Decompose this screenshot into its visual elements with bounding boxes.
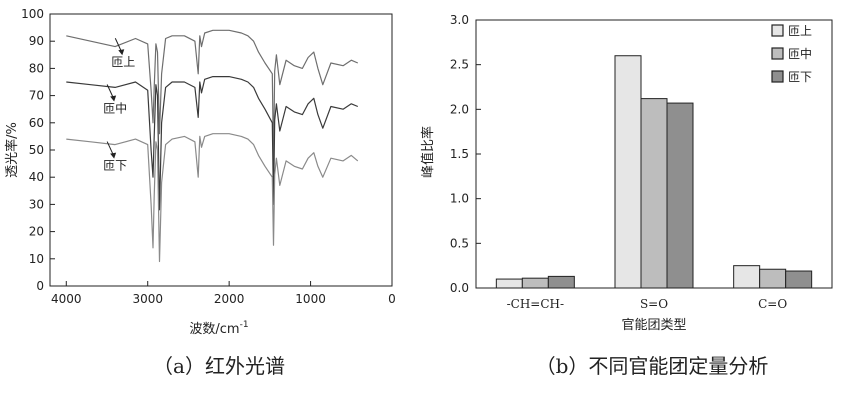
ir-annotation-arrowhead [118,49,125,56]
bar-y-tick-label: 0.5 [450,236,469,250]
ir-annotation-label: 匝中 [103,100,127,115]
bar-y-tick-label: 0.0 [450,281,469,295]
bar-category-label: C=O [758,297,787,311]
bar [614,55,642,289]
legend-swatch [771,70,784,83]
ir-spectrum-panel: 0 10 20 30 40 50 60 70 80 90 100 4000 3000 2000 1000 0… [4,7,396,378]
ir-annotation-label: 匝下 [103,159,127,173]
ir-y-tick-label: 90 [29,34,44,48]
ir-annotation-arrow [114,38,122,52]
ir-annotation-label: 匝上 [111,55,135,69]
ir-series-line [66,75,359,211]
bar-y-ticks: 0.0 0.5 1.0 1.5 2.0 2.5 3.0 [450,13,481,295]
ir-y-tick-label: 80 [29,61,44,75]
ir-series-lines [66,29,359,263]
ir-y-tick-label: 50 [29,143,44,157]
ir-x-axis-label-base: 波数/cm [189,322,239,337]
ir-x-tick-label: 2000 [214,292,245,306]
ir-y-tick-label: 60 [29,116,44,130]
bar [785,270,813,289]
ir-x-tick-label: 4000 [51,292,82,306]
ir-y-tick-label: 30 [29,197,44,211]
legend-label: 匝上 [788,24,812,38]
ir-annotation-arrow [106,84,114,98]
ir-annotation-arrow [106,141,114,155]
functional-group-panel: 0.0 0.5 1.0 1.5 2.0 2.5 3.0 -CH=CH- S=O C=O 匝上匝中… [420,13,833,378]
bar-y-axis-label: 峰值比率 [420,126,436,178]
bar-y-tick-label: 1.0 [450,192,469,206]
bar [521,277,549,289]
ir-x-ticks: 4000 3000 2000 1000 0 [51,281,396,306]
legend-label: 匝下 [788,70,812,84]
bar-category-label: S=O [640,297,668,311]
bar [547,275,575,289]
ir-series-line [66,29,359,162]
bar-y-tick-label: 1.5 [450,147,469,161]
ir-x-tick-label: 3000 [132,292,163,306]
bar-category-labels: -CH=CH- S=O C=O [507,297,788,311]
bar-y-tick-label: 3.0 [450,13,469,27]
ir-annotation-arrowhead [110,95,117,102]
ir-y-ticks: 0 10 20 30 40 50 60 70 80 90 100 [21,7,55,293]
ir-x-tick-label: 1000 [295,292,326,306]
ir-y-tick-label: 20 [29,225,44,239]
ir-y-tick-label: 70 [29,89,44,103]
ir-y-tick-label: 40 [29,170,44,184]
bar [640,98,668,289]
bar [495,278,523,289]
ir-y-tick-label: 0 [36,279,44,293]
ir-y-tick-label: 100 [21,7,44,21]
bar-y-tick-label: 2.5 [450,58,469,72]
ir-caption: （a）红外光谱 [153,354,285,378]
ir-y-axis-label: 透光率/% [4,122,20,178]
bar-caption: （b）不同官能团定量分析 [536,354,769,378]
ir-y-tick-label: 10 [29,252,44,266]
bar-series-bars [495,55,813,289]
legend-label: 匝中 [788,46,812,61]
bar [759,268,787,289]
ir-x-axis-label-sup: -1 [240,320,249,330]
bar [733,265,761,289]
bar [666,102,694,289]
ir-x-axis-label: 波数/cm-1 [189,320,248,337]
ir-annotation-arrowhead [110,152,117,159]
bar-category-label: -CH=CH- [507,297,564,311]
ir-series-line [66,133,359,263]
ir-plot-frame [49,13,393,287]
legend-swatch [771,24,784,37]
bar-y-tick-label: 2.0 [450,102,469,116]
ir-x-tick-label: 0 [388,292,396,306]
bar-x-axis-label: 官能团类型 [621,317,686,333]
legend-swatch [771,47,784,60]
